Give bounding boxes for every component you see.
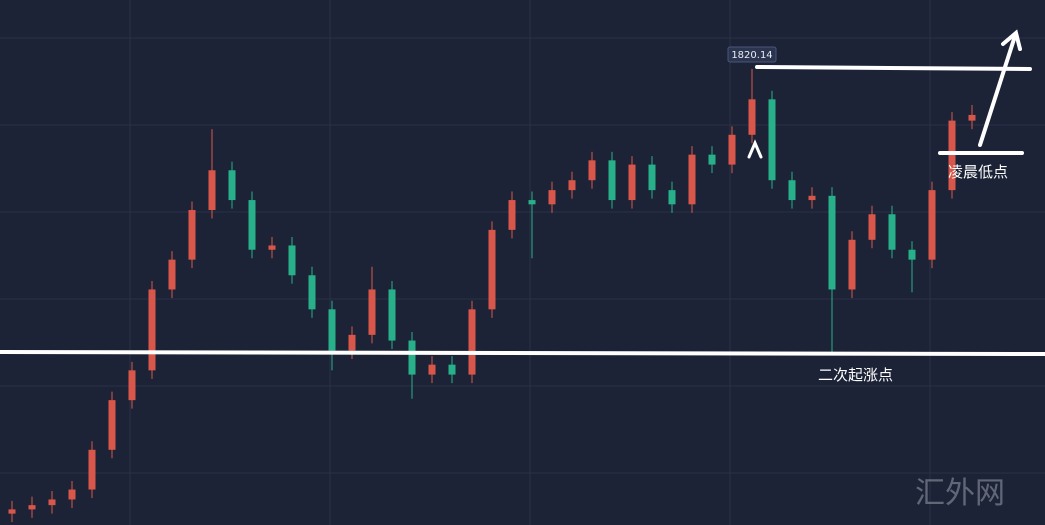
candle-body (408, 340, 416, 375)
price-label-box (727, 46, 777, 63)
price-label: 1820.14 (731, 50, 772, 61)
candle-body (948, 120, 956, 191)
candle-body (28, 505, 36, 510)
candle-body (388, 289, 396, 341)
candle-body (528, 200, 536, 205)
candle-body (628, 164, 636, 201)
candle-body (8, 509, 16, 514)
candles (8, 68, 976, 523)
candle-body (368, 289, 376, 335)
candle-body (708, 154, 716, 165)
candle-body (108, 400, 116, 450)
candle-body (188, 210, 196, 260)
candle-body (308, 275, 316, 310)
candle-body (88, 449, 96, 490)
candle-body (428, 364, 436, 375)
annotation: 凌晨低点 (948, 163, 1008, 181)
arrow-shaft (978, 34, 1017, 147)
candle-body (508, 200, 516, 230)
candle-body (268, 245, 276, 250)
candle-body (568, 180, 576, 191)
candle-body (848, 239, 856, 290)
annotation-lines (0, 29, 1045, 356)
annotation: 二次起涨点 (818, 366, 893, 384)
candle-body (728, 134, 736, 165)
candle-body (68, 489, 76, 500)
candle-body (348, 334, 356, 351)
candle-body (808, 195, 816, 201)
candle-body (128, 370, 136, 401)
candle-body (688, 154, 696, 205)
candle-body (168, 259, 176, 290)
candle-body (608, 160, 616, 201)
candle-body (828, 195, 836, 290)
candle-body (288, 245, 296, 276)
candle-body (768, 99, 776, 181)
candle-body (588, 160, 596, 181)
high-line (755, 65, 1032, 71)
candle-body (468, 309, 476, 375)
candle-body (328, 309, 336, 351)
candle-body (208, 170, 216, 210)
candle-body (48, 499, 56, 506)
caret-mark (747, 139, 763, 159)
candle-body (548, 190, 556, 205)
candle-body (868, 214, 876, 240)
candle-body (248, 200, 256, 250)
watermark: 汇外网 (915, 476, 1005, 511)
candle-body (968, 114, 976, 121)
candle-body (668, 190, 676, 205)
candle-body (148, 289, 156, 371)
candle-body (928, 190, 936, 260)
candle-body (448, 364, 456, 375)
candle-body (888, 214, 896, 250)
candle-body (488, 229, 496, 310)
candle-body (788, 180, 796, 201)
candle-body (228, 170, 236, 201)
support-line (0, 350, 1045, 356)
candle-body (748, 99, 756, 135)
arrow-head (1001, 29, 1022, 51)
candle-body (648, 164, 656, 191)
candle-body (908, 249, 916, 260)
